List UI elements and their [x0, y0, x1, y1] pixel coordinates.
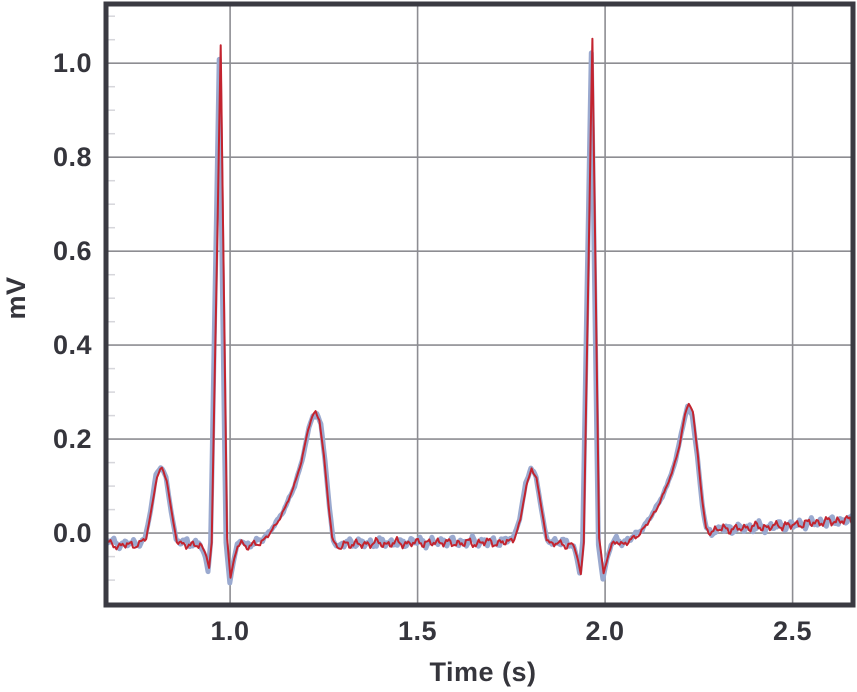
x-axis-label: Time (s) — [429, 657, 537, 687]
y-tick-label: 0.2 — [52, 424, 92, 454]
x-tick-label: 2.5 — [772, 616, 813, 646]
x-tick-label: 2.0 — [585, 616, 625, 646]
y-tick-label: 0.4 — [52, 330, 92, 360]
y-axis-label: mV — [1, 276, 31, 320]
y-tick-label: 0.8 — [52, 142, 92, 172]
y-tick-label: 0.6 — [52, 236, 92, 266]
x-tick-label: 1.5 — [397, 616, 438, 646]
x-tick-label: 1.0 — [210, 616, 250, 646]
y-tick-label: 0.0 — [52, 518, 92, 548]
y-tick-label: 1.0 — [52, 48, 92, 78]
